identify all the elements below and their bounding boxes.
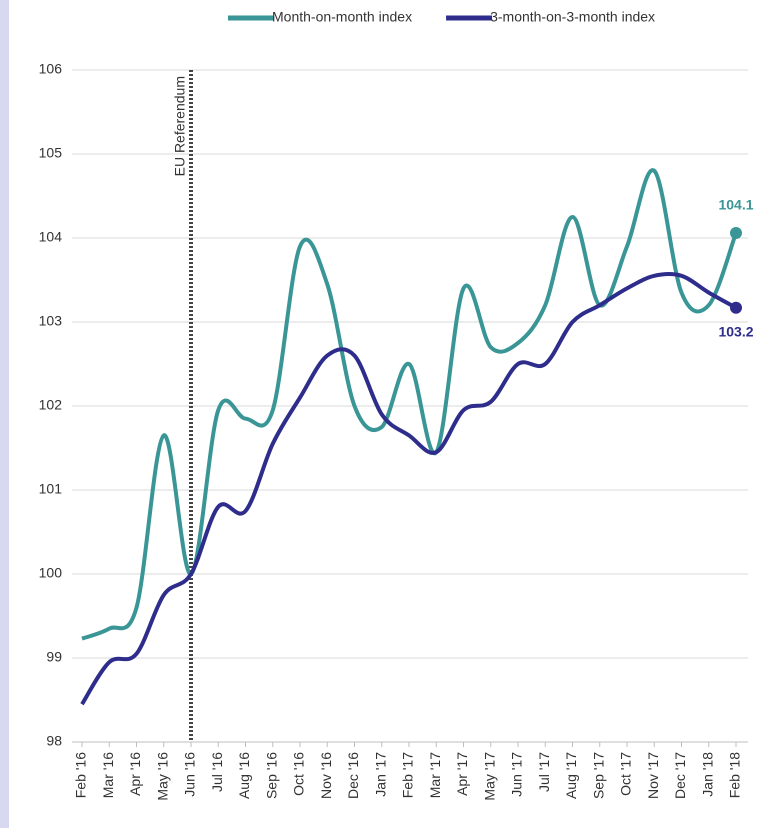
x-tick-label: Feb '17: [400, 752, 416, 798]
x-tick-label: Feb '18: [727, 752, 743, 798]
x-tick-label: Sep '16: [263, 752, 279, 799]
y-tick-label: 105: [39, 145, 63, 161]
x-tick-label: Oct '16: [291, 752, 307, 796]
x-tick-label: Oct '17: [618, 752, 634, 796]
x-tick-label: Jul '17: [536, 752, 552, 792]
x-tick-label: Jun '16: [182, 752, 198, 797]
x-tick-label: Feb '16: [73, 752, 89, 798]
value-label: 103.2: [718, 323, 753, 339]
end-point: [730, 226, 742, 239]
x-tick-label: Mar '16: [100, 752, 116, 798]
legend-label: Month-on-month index: [272, 9, 412, 25]
x-tick-label: Jan '17: [372, 752, 388, 797]
x-tick-label: May '17: [481, 752, 497, 801]
x-tick-label: Jun '17: [509, 752, 525, 797]
x-tick-label: Apr '16: [127, 752, 143, 796]
side-strip: [0, 0, 9, 828]
end-point: [730, 301, 742, 314]
y-tick-label: 104: [39, 229, 63, 245]
x-tick-label: Aug '16: [236, 752, 252, 799]
y-tick-label: 100: [39, 565, 63, 581]
series-line: [81, 168, 738, 641]
series-line: [80, 271, 737, 706]
legend-label: 3-month-on-3-month index: [490, 9, 655, 25]
x-tick-label: Aug '17: [563, 752, 579, 799]
y-tick-label: 102: [39, 397, 63, 413]
x-tick-label: Sep '17: [590, 752, 606, 799]
y-tick-label: 101: [39, 481, 63, 497]
y-tick-label: 98: [46, 733, 62, 749]
x-tick-label: Jan '18: [699, 752, 715, 797]
value-label: 104.1: [718, 197, 753, 213]
annotation-text: EU Referendum: [172, 76, 188, 176]
x-tick-label: Jul '16: [209, 752, 225, 792]
x-tick-label: Dec '17: [672, 752, 688, 799]
y-tick-label: 103: [39, 313, 63, 329]
x-tick-label: Nov '17: [645, 752, 661, 799]
x-tick-label: Dec '16: [345, 752, 361, 799]
x-tick-label: Nov '16: [318, 752, 334, 799]
y-tick-label: 99: [46, 649, 62, 665]
x-tick-label: Apr '17: [454, 752, 470, 796]
y-tick-label: 106: [39, 61, 63, 77]
x-tick-label: May '16: [154, 752, 170, 801]
x-tick-label: Mar '17: [427, 752, 443, 798]
